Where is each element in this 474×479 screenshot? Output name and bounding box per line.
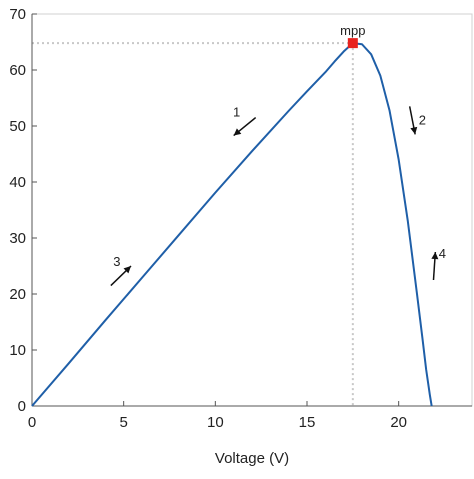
x-tick-label: 10 (207, 414, 224, 431)
direction-arrow-label: 3 (113, 254, 120, 269)
direction-arrow-head (123, 266, 131, 274)
y-tick-label: 70 (9, 6, 26, 23)
mpp-marker (347, 38, 358, 49)
direction-arrow-label: 2 (419, 112, 426, 127)
x-tick-label: 15 (299, 414, 316, 431)
x-tick-label: 20 (390, 414, 407, 431)
x-tick-label: 5 (119, 414, 127, 431)
y-tick-label: 40 (9, 174, 26, 191)
axes: 0 5 10 15 20 0 10 20 30 40 50 60 70 (9, 6, 473, 431)
direction-arrow-label: 4 (439, 246, 446, 261)
y-tick-label: 20 (9, 286, 26, 303)
arrow-layer: 1 2 3 4 (110, 105, 446, 287)
mpp-label: mpp (340, 23, 365, 38)
direction-arrow-head (410, 126, 418, 135)
x-axis-label: Voltage (V) (215, 450, 289, 467)
y-tick-label: 30 (9, 230, 26, 247)
direction-arrow-head (233, 128, 242, 136)
guide-layer (32, 42, 354, 406)
marker-layer: mpp (340, 23, 365, 49)
y-tick-label: 60 (9, 62, 26, 79)
direction-arrow-head (431, 252, 439, 260)
direction-arrow-label: 1 (233, 105, 240, 120)
x-tick-label: 0 (28, 414, 36, 431)
y-tick-label: 10 (9, 342, 26, 359)
y-tick-label: 0 (18, 398, 26, 415)
y-tick-label: 50 (9, 118, 26, 135)
